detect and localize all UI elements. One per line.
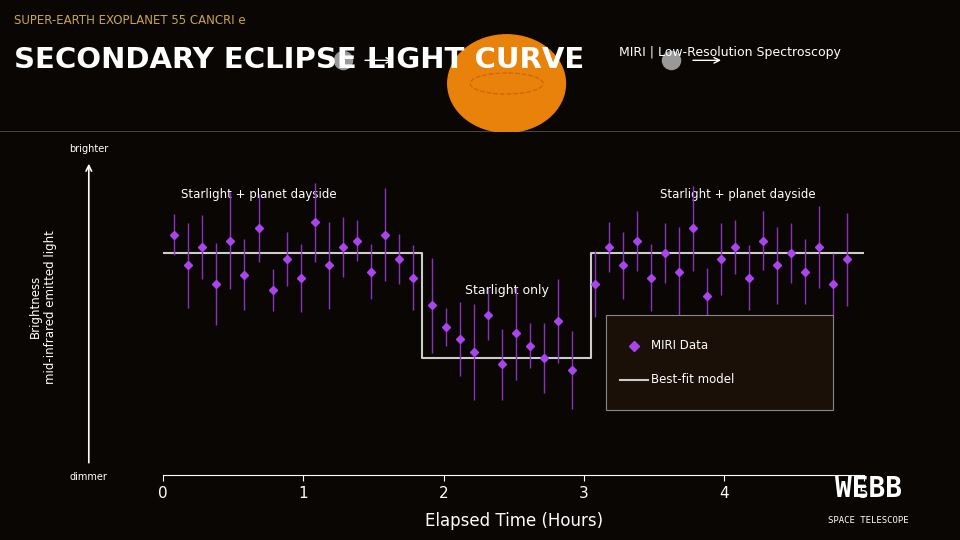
Circle shape <box>447 35 565 132</box>
Text: Starlight only: Starlight only <box>465 284 548 296</box>
Text: SUPER-EARTH EXOPLANET 55 CANCRI e: SUPER-EARTH EXOPLANET 55 CANCRI e <box>14 14 246 26</box>
X-axis label: Elapsed Time (Hours): Elapsed Time (Hours) <box>424 512 603 530</box>
Text: SECONDARY ECLIPSE LIGHT CURVE: SECONDARY ECLIPSE LIGHT CURVE <box>14 46 585 74</box>
Text: brighter: brighter <box>69 144 108 154</box>
Text: Best-fit model: Best-fit model <box>651 373 734 386</box>
Text: MIRI Data: MIRI Data <box>651 339 708 352</box>
Text: WEBB: WEBB <box>835 475 902 503</box>
FancyBboxPatch shape <box>606 315 833 410</box>
Text: Starlight + planet dayside: Starlight + planet dayside <box>180 188 336 201</box>
Text: dimmer: dimmer <box>70 472 108 482</box>
Text: SPACE TELESCOPE: SPACE TELESCOPE <box>828 516 909 525</box>
Text: MIRI | Low-Resolution Spectroscopy: MIRI | Low-Resolution Spectroscopy <box>619 46 841 59</box>
Text: Brightness
mid-infrared emitted light: Brightness mid-infrared emitted light <box>29 230 58 383</box>
Text: Starlight + planet dayside: Starlight + planet dayside <box>660 188 816 201</box>
